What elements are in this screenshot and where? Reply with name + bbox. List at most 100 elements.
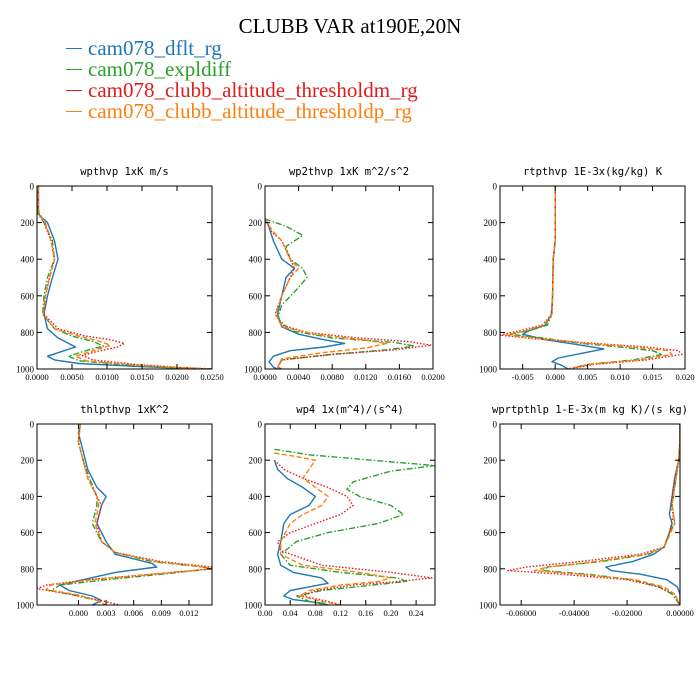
chart-title: wprtpthlp 1-E-3x(m kg K)/(s kg) <box>492 404 688 416</box>
y-tick-label: 600 <box>21 528 35 538</box>
series-line-cam078_expldiff <box>509 186 663 369</box>
chart-title: thlpthvp 1xK^2 <box>80 404 169 416</box>
x-tick-label: 0.0250 <box>200 372 223 382</box>
series-line-cam078_dflt_rg <box>605 424 680 605</box>
x-tick-label: 0.24 <box>409 608 425 618</box>
y-tick-label: 200 <box>249 218 263 228</box>
y-tick-label: 0 <box>493 182 498 192</box>
chart-panel-3: rtpthvp 1E-3x(kg/kg) K 0 200 400 600 800 1000 -… <box>479 166 695 382</box>
legend: cam078_dflt_rg cam078_expldiff cam078_cl… <box>66 38 418 122</box>
series-line-cam078_expldiff <box>541 424 680 605</box>
legend-label-thresholdp: cam078_clubb_altitude_thresholdp_rg <box>88 99 412 123</box>
chart-title: wp2thvp 1xK m^2/s^2 <box>289 166 409 178</box>
plot-frame <box>499 185 686 370</box>
x-tick-label: 0.0040 <box>287 372 310 382</box>
x-tick-label: 0.12 <box>333 608 348 618</box>
main-title: CLUBB VAR at190E,20N <box>238 14 462 38</box>
x-tick-label: -0.02000 <box>612 608 642 618</box>
series-line-cam078_clubb_altitude_thresholdm_rg <box>500 186 683 369</box>
series-line-cam078_expldiff <box>274 448 435 605</box>
series-group <box>507 424 680 605</box>
series-group <box>37 186 212 369</box>
y-tick-label: 400 <box>21 255 35 265</box>
y-tick-label: 600 <box>484 291 498 301</box>
x-tick-label: 0.009 <box>152 608 171 618</box>
legend-swatch-thresholdm <box>66 90 82 91</box>
series-line-cam078_clubb_altitude_thresholdm_rg <box>507 424 680 605</box>
x-tick-label: -0.005 <box>512 372 534 382</box>
y-tick-label: 1000 <box>244 601 263 611</box>
x-tick-label: 0.012 <box>179 608 198 618</box>
x-tick-label: 0.20 <box>383 608 398 618</box>
y-tick-label: 400 <box>484 255 498 265</box>
plot-frame <box>264 185 434 370</box>
series-line-cam078_clubb_altitude_thresholdm_rg <box>37 186 212 369</box>
y-tick-label: 0 <box>30 182 35 192</box>
x-tick-label: 0.0200 <box>165 372 188 382</box>
y-tick-label: 400 <box>249 492 263 502</box>
series-line-cam078_clubb_altitude_thresholdp_rg <box>37 186 212 369</box>
y-tick-label: 1000 <box>16 601 35 611</box>
series-group <box>265 218 432 369</box>
series-line-cam078_expldiff <box>265 218 416 369</box>
y-tick-label: 200 <box>249 456 263 466</box>
y-tick-label: 400 <box>249 255 263 265</box>
x-tick-label: 0.006 <box>124 608 143 618</box>
y-tick-label: 0 <box>258 182 263 192</box>
series-line-cam078_clubb_altitude_thresholdp_rg <box>45 424 212 605</box>
y-tick-label: 200 <box>21 218 35 228</box>
x-tick-label: 0.015 <box>643 372 662 382</box>
series-group <box>273 448 435 605</box>
y-tick-label: 1000 <box>479 365 498 375</box>
chart-panel-6: wprtpthlp 1-E-3x(m kg K)/(s kg) 0 200 400 60… <box>479 404 694 618</box>
x-tick-label: 0.0160 <box>388 372 411 382</box>
legend-item-thresholdp: cam078_clubb_altitude_thresholdp_rg <box>66 101 418 122</box>
series-line-cam078_clubb_altitude_thresholdp_rg <box>533 424 680 605</box>
chart-panel-2: wp2thvp 1xK m^2/s^2020040060080010000.00… <box>244 166 445 382</box>
chart-title: wpthvp 1xK m/s <box>80 166 169 178</box>
x-tick-label: 0.020 <box>675 372 694 382</box>
x-tick-label: 0.000 <box>69 608 88 618</box>
x-tick-label: 0.0080 <box>321 372 344 382</box>
x-tick-label: 0.16 <box>358 608 373 618</box>
chart-title: rtpthvp 1E-3x(kg/kg) K <box>523 166 663 178</box>
x-tick-label: -0.06000 <box>506 608 536 618</box>
y-tick-label: 600 <box>21 291 35 301</box>
plot-frame <box>36 185 213 370</box>
y-tick-label: 800 <box>249 328 263 338</box>
series-line-cam078_dflt_rg <box>273 459 329 605</box>
x-tick-label: 0.00 <box>258 608 273 618</box>
y-tick-label: 600 <box>249 528 263 538</box>
x-tick-label: 0.003 <box>97 608 116 618</box>
y-tick-label: 800 <box>21 328 35 338</box>
y-tick-label: 600 <box>484 528 498 538</box>
series-line-cam078_expldiff <box>50 424 212 605</box>
x-tick-label: 0.0050 <box>60 372 83 382</box>
y-tick-label: 200 <box>484 456 498 466</box>
y-tick-label: 0 <box>493 420 498 430</box>
legend-swatch-expldiff <box>66 69 82 70</box>
series-line-cam078_dflt_rg <box>59 424 158 605</box>
y-tick-label: 400 <box>21 492 35 502</box>
x-tick-label: 0.0100 <box>95 372 118 382</box>
x-tick-label: 0.0000 <box>253 372 276 382</box>
x-tick-label: 0.010 <box>611 372 630 382</box>
y-tick-label: 600 <box>249 291 263 301</box>
x-tick-label: 0.0000 <box>25 372 48 382</box>
series-group <box>37 424 212 605</box>
plot-frame <box>499 423 681 606</box>
plot-frame <box>264 423 436 606</box>
series-line-cam078_dflt_rg <box>265 218 346 369</box>
y-tick-label: 800 <box>484 328 498 338</box>
x-tick-label: 0.04 <box>283 608 299 618</box>
legend-item-dflt: cam078_dflt_rg <box>66 38 418 59</box>
series-line-cam078_dflt_rg <box>37 186 212 369</box>
x-tick-label: 0.00000 <box>666 608 694 618</box>
series-line-cam078_clubb_altitude_thresholdp_rg <box>274 452 392 605</box>
y-tick-label: 800 <box>21 564 35 574</box>
x-tick-label: -0.04000 <box>559 608 589 618</box>
y-tick-label: 1000 <box>479 601 498 611</box>
y-tick-label: 200 <box>21 456 35 466</box>
